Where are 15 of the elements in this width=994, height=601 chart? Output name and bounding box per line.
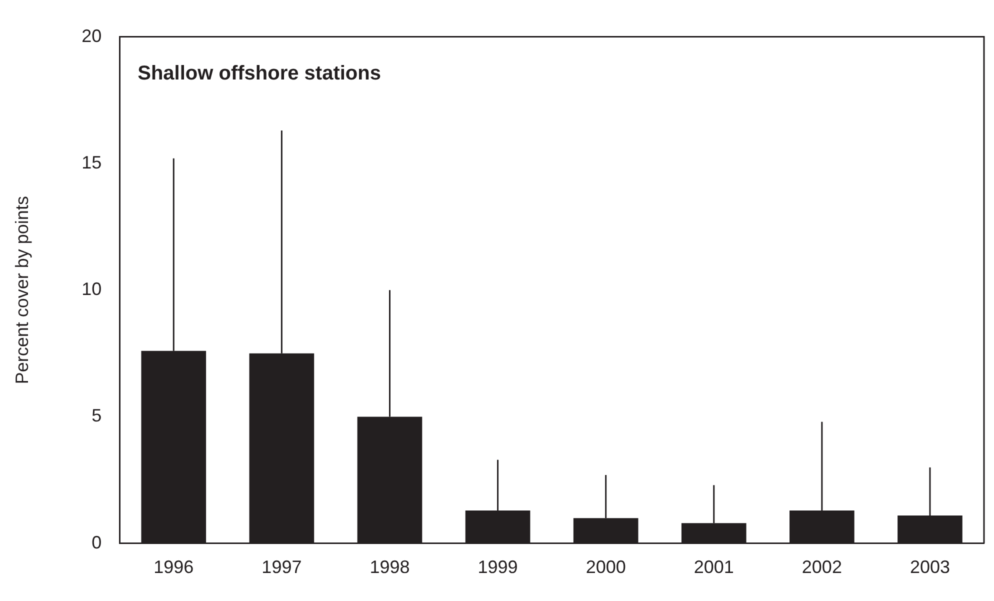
y-tick-label: 5 — [92, 406, 102, 426]
x-tick-label: 1996 — [154, 557, 194, 578]
x-tick-label: 1998 — [370, 557, 410, 578]
text: Shallow offshore stations — [138, 62, 381, 84]
x-tick-label: 2003 — [910, 557, 950, 578]
x-tick-label: 2002 — [802, 557, 842, 578]
x-tick-label: 1997 — [262, 557, 302, 578]
y-tick-label: 15 — [82, 152, 102, 172]
y-tick-label: 20 — [82, 26, 102, 46]
x-tick-label: 1999 — [478, 557, 518, 578]
y-axis-title: Percent cover by points — [12, 196, 32, 384]
y-tick-label: 0 — [92, 532, 102, 552]
x-tick-label: 2001 — [694, 557, 734, 578]
x-tick-label: 2000 — [586, 557, 626, 578]
y-tick-label: 10 — [82, 279, 102, 300]
